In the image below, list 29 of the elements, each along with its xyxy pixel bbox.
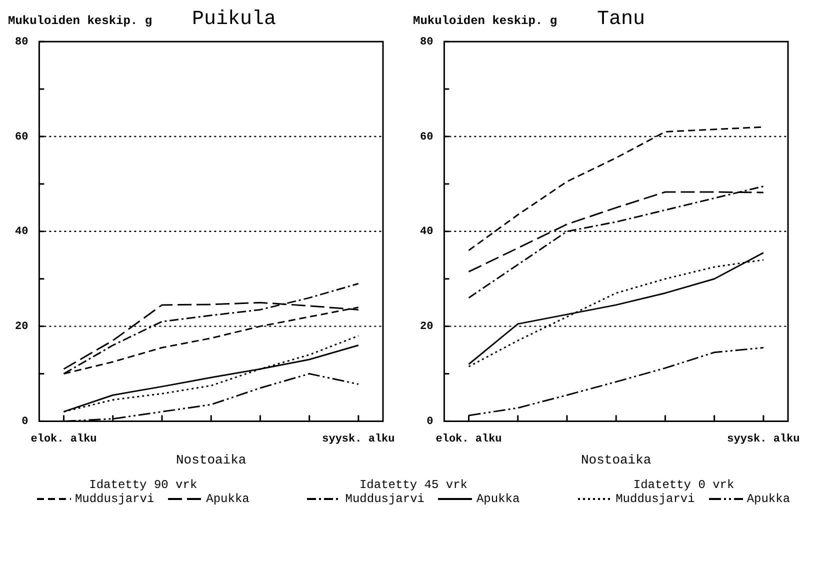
y-tick-label: 40 [15, 226, 28, 238]
legend-label: Apukka [476, 492, 520, 506]
y-tick-label: 20 [15, 321, 28, 334]
legend-label: Apukka [746, 492, 790, 506]
legend-label: Muddusjarvi [345, 492, 424, 506]
x-tick-label: elok. alku [436, 434, 502, 446]
x-tick-label: syysk. alku [322, 434, 395, 446]
text: Idatetty 45 vrk [358, 478, 468, 492]
text: Idatetty 0 vrk [632, 478, 736, 492]
x-tick-label: elok. alku [30, 434, 97, 446]
x-axis-title: Nostoaika [176, 452, 246, 468]
y-tick-label: 40 [420, 226, 434, 238]
x-axis-title: Nostoaika [580, 452, 652, 468]
y-tick-label: 20 [420, 321, 434, 334]
legend-label: Muddusjarvi [616, 492, 695, 506]
text: Idatetty 90 vrk [88, 478, 198, 492]
x-tick-label: syysk. alku [727, 434, 800, 446]
chart-title: Puikula [192, 8, 276, 31]
y-axis-title: Mukuloiden keskip. g [8, 14, 152, 28]
legend-label: Muddusjarvi [74, 492, 154, 506]
y-tick-label: 60 [420, 131, 434, 144]
y-tick-label: 80 [15, 36, 28, 48]
y-tick-label: 0 [22, 416, 28, 428]
y-axis-title: Mukuloiden keskip. g [413, 14, 558, 28]
legend-label: Apukka [206, 492, 250, 506]
chart-title: Tanu [597, 8, 646, 31]
y-tick-label: 80 [420, 36, 434, 48]
y-tick-label: 0 [426, 416, 434, 428]
y-tick-label: 60 [15, 131, 28, 144]
